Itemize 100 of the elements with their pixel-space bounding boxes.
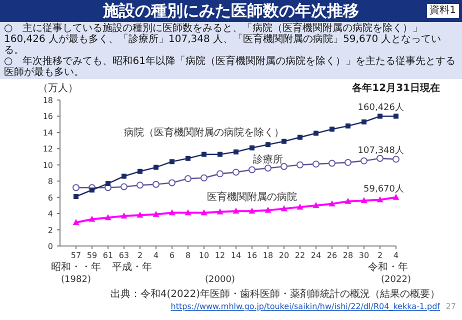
point	[376, 154, 384, 162]
series-label: 病院（医育機関附属の病院を除く）	[124, 126, 284, 139]
x-tick-label: 2	[377, 251, 383, 260]
x-tick-label: 6	[169, 251, 175, 260]
x-tick-label: 10	[198, 251, 210, 260]
x-tick-label: 18	[262, 251, 274, 260]
point	[360, 157, 368, 164]
x-tick-label: 30	[358, 251, 370, 260]
point	[328, 200, 336, 206]
text: 令和・年	[368, 261, 408, 273]
y-tick-label: 12	[42, 144, 53, 154]
point	[186, 156, 190, 161]
point	[248, 166, 256, 174]
y-tick-label: 16	[42, 112, 53, 122]
point	[344, 158, 352, 166]
point	[376, 196, 384, 202]
x-tick-label: 24	[310, 251, 322, 260]
point	[138, 168, 142, 174]
point	[298, 134, 302, 140]
text: (2022)	[381, 275, 411, 285]
point	[152, 180, 160, 188]
text: 昭和・・年	[51, 261, 101, 273]
text: (1982)	[61, 275, 91, 285]
y-tick-label: 8	[48, 177, 53, 186]
point	[90, 188, 94, 193]
y-axis-title: （万人）	[38, 83, 78, 94]
point	[392, 156, 400, 163]
point	[88, 216, 96, 222]
x-tick-label: 57	[70, 251, 82, 260]
x-tick-label: 28	[342, 251, 354, 260]
point	[280, 163, 288, 170]
y-tick-label: 6	[48, 193, 53, 202]
point	[346, 123, 350, 128]
point	[216, 170, 224, 178]
point	[170, 159, 174, 164]
point	[202, 152, 206, 157]
x-tick-label: 22	[294, 251, 306, 260]
x-tick-label: 2	[137, 251, 143, 260]
point	[106, 181, 110, 186]
x-tick-label: 8	[185, 251, 191, 260]
point	[168, 209, 176, 216]
point	[328, 160, 336, 167]
point	[104, 214, 112, 220]
x-tick-label: 4	[153, 251, 159, 260]
point	[184, 209, 192, 216]
point	[232, 208, 240, 214]
point	[330, 126, 334, 132]
point	[360, 197, 368, 204]
text: 27	[446, 302, 456, 311]
chart-title: 施設の種別にみた医師数の年次推移	[103, 1, 359, 20]
point	[154, 164, 158, 170]
x-tick-label: 4	[393, 251, 399, 260]
point	[184, 175, 192, 182]
point	[122, 174, 126, 179]
x-tick-label: 12	[214, 251, 226, 260]
text: ○ 年次推移でみても、昭和61年以降「病院（医育機関附属の病院を除く）」を主たる従事先とする医師が最も多い。	[4, 56, 456, 78]
point	[120, 212, 128, 218]
point	[264, 206, 272, 213]
source-note: 出典：令和4(2022)年医師・歯科医師・薬剤師統計の概況（結果の概要）	[110, 288, 440, 300]
annotation: 59,670人	[364, 183, 404, 194]
x-tick-label: 16	[246, 251, 258, 260]
y-tick-label: 10	[42, 160, 53, 170]
point	[392, 194, 400, 200]
chart-subtitle: ○ 主に従事している施設の種別に医師数をみると、「病院（医育機関附属の病院を除く）」160,426 人が最も多く、「診療所」107,348 人、「医育機関附属の病院」59,670 人となっている。	[4, 23, 442, 56]
y-tick-label: 4	[48, 210, 53, 219]
point	[266, 142, 270, 148]
point	[72, 184, 80, 192]
annotation: 107,348人	[358, 145, 404, 156]
point	[168, 179, 176, 186]
text: 平成・年	[112, 261, 152, 273]
y-tick-label: 0	[48, 242, 53, 251]
text: (2000)	[205, 275, 235, 285]
point	[296, 161, 304, 168]
x-tick-label: 26	[326, 251, 338, 260]
point	[136, 212, 144, 218]
point	[232, 168, 240, 176]
point	[344, 198, 352, 204]
y-tick-label: 18	[42, 96, 53, 105]
x-tick-label: 61	[102, 251, 114, 260]
point	[200, 174, 208, 182]
annotation: 160,426人	[358, 102, 404, 114]
point	[312, 160, 320, 168]
series-label: 診療所	[253, 153, 283, 166]
point	[72, 218, 80, 225]
point	[250, 145, 254, 150]
point	[216, 208, 224, 214]
x-tick-label: 14	[230, 251, 242, 260]
point	[218, 152, 222, 157]
point	[394, 114, 398, 119]
text: 資料1	[426, 4, 459, 18]
y-tick-label: 2	[48, 226, 53, 235]
point	[120, 183, 128, 190]
point	[152, 210, 160, 217]
x-tick-label: 20	[278, 251, 290, 260]
x-tick-label: 59	[86, 251, 98, 260]
point	[136, 182, 144, 189]
text: https://www.mhlw.go.jp/toukei/saikin/hw/ishi/22/dl/R04_kekka-1.pdf	[170, 302, 440, 311]
point	[248, 208, 256, 214]
text: 各年12月31日現在	[351, 82, 440, 94]
x-tick-label: 63	[118, 251, 130, 260]
